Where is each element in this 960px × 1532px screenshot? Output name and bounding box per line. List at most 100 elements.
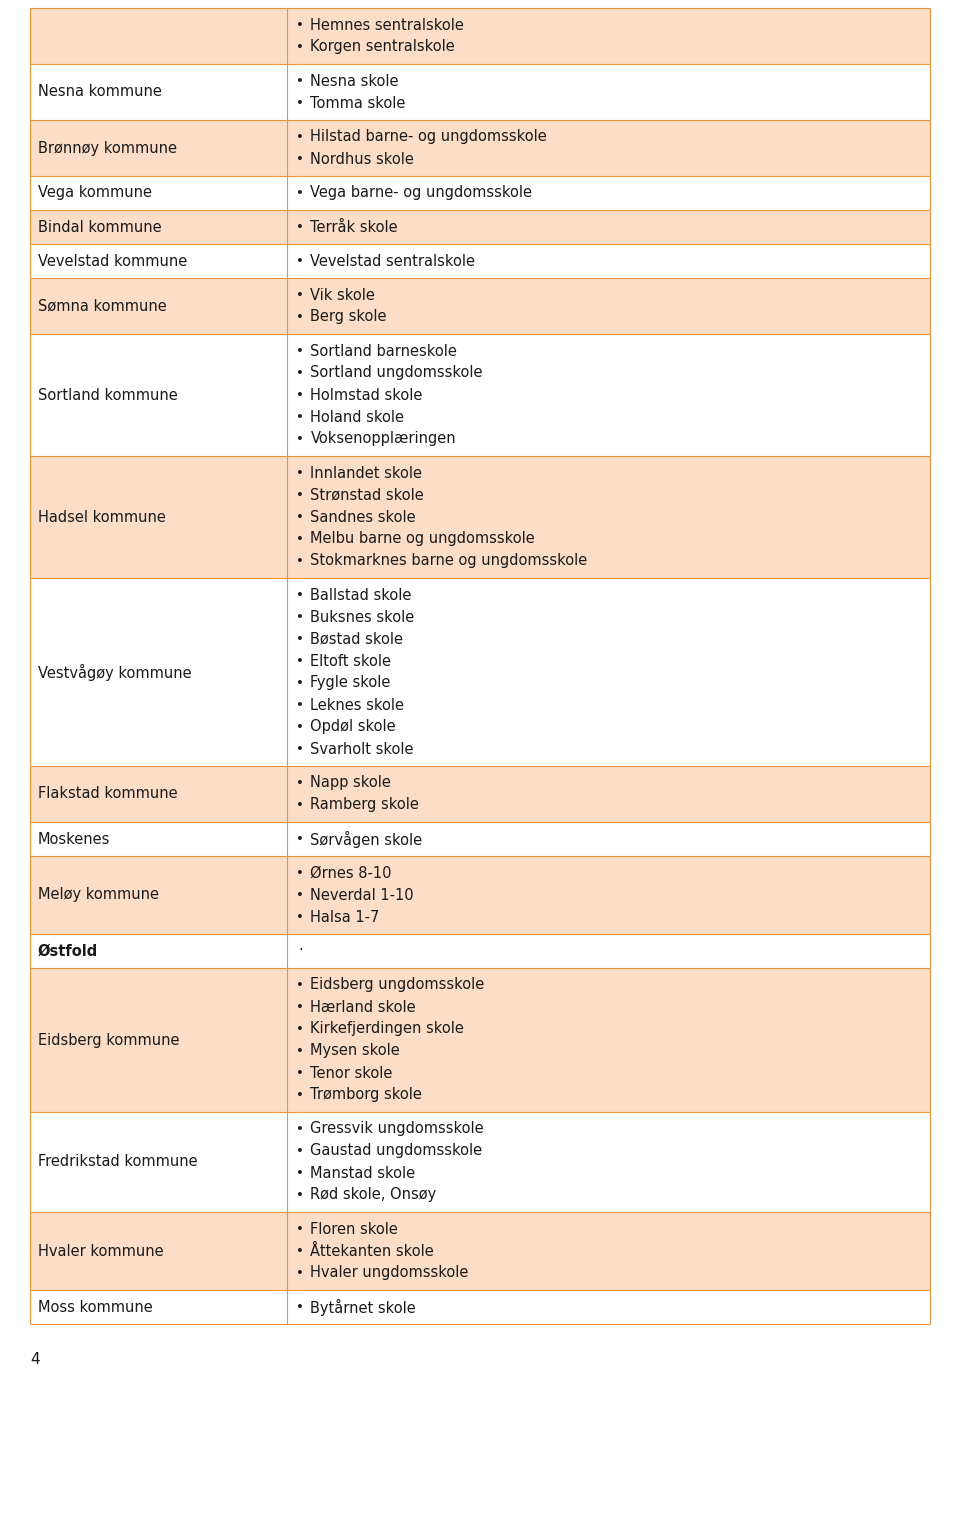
Bar: [30, 176, 930, 210]
Text: •: •: [297, 432, 304, 446]
Bar: [30, 277, 930, 334]
Bar: [30, 457, 930, 578]
Text: •: •: [297, 798, 304, 812]
Text: ·: ·: [299, 944, 303, 959]
Text: Hemnes sentralskole: Hemnes sentralskole: [310, 17, 465, 32]
Text: •: •: [297, 489, 304, 501]
Text: Vevelstad sentralskole: Vevelstad sentralskole: [310, 253, 475, 268]
Text: •: •: [297, 1244, 304, 1258]
Text: •: •: [297, 467, 304, 480]
Text: Rød skole, Onsøy: Rød skole, Onsøy: [310, 1187, 437, 1203]
Text: Gaustad ungdomsskole: Gaustad ungdomsskole: [310, 1143, 483, 1158]
Text: Meløy kommune: Meløy kommune: [38, 887, 159, 902]
Text: •: •: [297, 510, 304, 524]
Bar: [30, 64, 930, 119]
Text: Ballstad skole: Ballstad skole: [310, 587, 412, 602]
Text: Hadsel kommune: Hadsel kommune: [38, 510, 166, 524]
Text: •: •: [297, 18, 304, 32]
Text: Melbu barne og ungdomsskole: Melbu barne og ungdomsskole: [310, 532, 536, 547]
Text: •: •: [297, 743, 304, 755]
Text: •: •: [297, 1000, 304, 1014]
Text: Eidsberg kommune: Eidsberg kommune: [38, 1033, 180, 1048]
Bar: [30, 766, 930, 823]
Text: Gressvik ungdomsskole: Gressvik ungdomsskole: [310, 1121, 484, 1137]
Text: •: •: [297, 345, 304, 357]
Bar: [30, 119, 930, 176]
Text: •: •: [297, 533, 304, 545]
Text: Moss kommune: Moss kommune: [38, 1299, 153, 1314]
Text: Napp skole: Napp skole: [310, 775, 392, 791]
Text: Eltoft skole: Eltoft skole: [310, 654, 392, 668]
Text: Vega kommune: Vega kommune: [38, 185, 152, 201]
Text: Innlandet skole: Innlandet skole: [310, 466, 422, 481]
Text: •: •: [297, 187, 304, 199]
Text: Tomma skole: Tomma skole: [310, 95, 406, 110]
Text: Østfold: Østfold: [38, 944, 98, 959]
Text: Terråk skole: Terråk skole: [310, 219, 398, 234]
Text: Vega barne- og ungdomsskole: Vega barne- og ungdomsskole: [310, 185, 533, 201]
Text: Kirkefjerdingen skole: Kirkefjerdingen skole: [310, 1022, 465, 1037]
Text: •: •: [297, 1223, 304, 1235]
Text: Vik skole: Vik skole: [310, 288, 375, 302]
Text: Fygle skole: Fygle skole: [310, 676, 391, 691]
Text: Sømna kommune: Sømna kommune: [38, 299, 167, 314]
Text: Ørnes 8-10: Ørnes 8-10: [310, 866, 392, 881]
Text: •: •: [297, 1022, 304, 1036]
Text: •: •: [297, 97, 304, 109]
Text: Mysen skole: Mysen skole: [310, 1043, 400, 1059]
Text: Sortland kommune: Sortland kommune: [38, 388, 178, 403]
Bar: [30, 935, 930, 968]
Text: Sandnes skole: Sandnes skole: [310, 510, 416, 524]
Text: •: •: [297, 221, 304, 233]
Text: •: •: [297, 777, 304, 789]
Text: •: •: [297, 867, 304, 879]
Bar: [30, 1112, 930, 1212]
Text: Moskenes: Moskenes: [38, 832, 110, 847]
Text: Leknes skole: Leknes skole: [310, 697, 404, 712]
Text: Halsa 1-7: Halsa 1-7: [310, 910, 380, 924]
Text: Manstad skole: Manstad skole: [310, 1166, 416, 1181]
Text: •: •: [297, 411, 304, 423]
Text: Stokmarknes barne og ungdomsskole: Stokmarknes barne og ungdomsskole: [310, 553, 588, 568]
Text: Sortland ungdomsskole: Sortland ungdomsskole: [310, 366, 483, 380]
Text: Svarholt skole: Svarholt skole: [310, 741, 414, 757]
Bar: [30, 334, 930, 457]
Text: •: •: [297, 311, 304, 323]
Text: •: •: [297, 889, 304, 901]
Text: •: •: [297, 1301, 304, 1313]
Text: Hærland skole: Hærland skole: [310, 999, 416, 1014]
Text: •: •: [297, 288, 304, 302]
Text: •: •: [297, 1166, 304, 1180]
Text: Vestvågøy kommune: Vestvågøy kommune: [38, 663, 192, 680]
Text: •: •: [297, 75, 304, 87]
Text: •: •: [297, 588, 304, 602]
Text: •: •: [297, 699, 304, 711]
Text: Nesna skole: Nesna skole: [310, 74, 399, 89]
Text: •: •: [297, 1066, 304, 1080]
Text: Berg skole: Berg skole: [310, 309, 387, 325]
Text: Hvaler ungdomsskole: Hvaler ungdomsskole: [310, 1265, 468, 1281]
Text: Korgen sentralskole: Korgen sentralskole: [310, 40, 455, 55]
Bar: [30, 856, 930, 935]
Text: Floren skole: Floren skole: [310, 1221, 398, 1236]
Text: Trømborg skole: Trømborg skole: [310, 1088, 422, 1103]
Text: •: •: [297, 40, 304, 54]
Text: Neverdal 1-10: Neverdal 1-10: [310, 887, 414, 902]
Text: Sørvågen skole: Sørvågen skole: [310, 830, 422, 847]
Text: Bøstad skole: Bøstad skole: [310, 631, 403, 647]
Text: Eidsberg ungdomsskole: Eidsberg ungdomsskole: [310, 977, 485, 993]
Bar: [30, 968, 930, 1112]
Text: •: •: [297, 720, 304, 734]
Bar: [30, 578, 930, 766]
Bar: [30, 1290, 930, 1324]
Text: Nesna kommune: Nesna kommune: [38, 84, 162, 100]
Text: Åttekanten skole: Åttekanten skole: [310, 1244, 434, 1258]
Bar: [30, 823, 930, 856]
Text: Ramberg skole: Ramberg skole: [310, 798, 420, 812]
Bar: [30, 1212, 930, 1290]
Text: •: •: [297, 254, 304, 268]
Text: •: •: [297, 1189, 304, 1201]
Bar: [30, 244, 930, 277]
Text: •: •: [297, 366, 304, 380]
Text: Bytårnet skole: Bytårnet skole: [310, 1299, 417, 1316]
